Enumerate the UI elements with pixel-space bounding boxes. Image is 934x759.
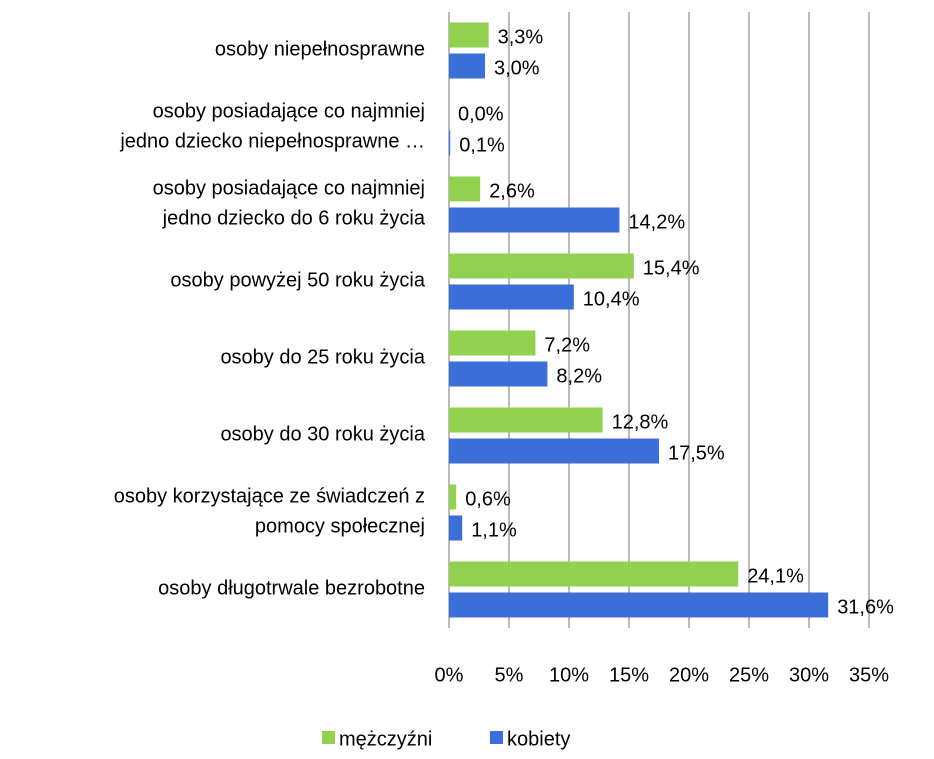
value-label: 15,4%: [643, 257, 700, 279]
value-label: 17,5%: [668, 442, 725, 464]
value-label: 24,1%: [747, 565, 804, 587]
category-line: jedno dziecko do 6 roku życia: [162, 208, 426, 230]
legend-label: mężczyźni: [339, 728, 432, 750]
bar: [449, 592, 829, 618]
bar: [449, 22, 489, 48]
bar: [449, 330, 536, 356]
bar: [449, 53, 485, 79]
bar: [449, 515, 463, 541]
legend-swatch: [322, 731, 335, 744]
x-tick-label: 0%: [435, 664, 464, 686]
bar: [449, 407, 603, 433]
value-label: 10,4%: [583, 288, 640, 310]
value-label: 12,8%: [612, 411, 669, 433]
value-label: 8,2%: [556, 365, 602, 387]
category-label: osoby do 25 roku życia: [220, 347, 425, 369]
value-label: 2,6%: [489, 180, 535, 202]
bar: [449, 130, 451, 156]
value-label: 0,1%: [459, 134, 505, 156]
bar: [449, 361, 548, 387]
x-tick-label: 5%: [495, 664, 524, 686]
bar: [449, 253, 634, 279]
value-label: 31,6%: [837, 596, 894, 618]
category-label: osoby posiadające co najmniej jedno dziec…: [119, 101, 425, 153]
bar: [449, 438, 659, 464]
legend-swatch: [490, 731, 503, 744]
bar: [449, 284, 574, 310]
category-line: pomocy społecznej: [255, 516, 425, 538]
bar: [449, 176, 481, 202]
x-tick-label: 25%: [729, 664, 769, 686]
category-label: osoby do 30 roku życia: [220, 424, 425, 446]
category-line: osoby do 25 roku życia: [220, 347, 425, 369]
value-label: 14,2%: [628, 211, 685, 233]
category-label: osoby posiadające co najmniej jedno dziec…: [153, 178, 426, 230]
bar: [449, 561, 739, 587]
x-tick-label: 20%: [669, 664, 709, 686]
value-label: 0,6%: [465, 488, 511, 510]
x-tick-label: 10%: [549, 664, 589, 686]
bar: [449, 207, 620, 233]
category-line: osoby korzystające ze świadczeń z: [114, 486, 425, 508]
category-line: jedno dziecko niepełnosprawne …: [119, 131, 425, 153]
category-line: osoby do 30 roku życia: [220, 424, 425, 446]
category-line: osoby powyżej 50 roku życia: [170, 270, 425, 292]
category-line: osoby długotrwale bezrobotne: [158, 578, 425, 600]
bar: [449, 484, 457, 510]
category-label: osoby długotrwale bezrobotne: [158, 578, 425, 600]
legend-label: kobiety: [507, 728, 570, 750]
category-label: osoby powyżej 50 roku życia: [170, 270, 425, 292]
category-line: osoby niepełnosprawne: [215, 39, 425, 61]
value-label: 1,1%: [471, 519, 517, 541]
x-tick-label: 35%: [849, 664, 889, 686]
category-label: osoby korzystające ze świadczeń z pomocy …: [114, 486, 425, 538]
category-line: osoby posiadające co najmniej: [153, 178, 425, 200]
value-label: 3,3%: [498, 26, 544, 48]
x-tick-label: 15%: [609, 664, 649, 686]
category-label: osoby niepełnosprawne: [215, 39, 425, 61]
category-line: osoby posiadające co najmniej: [153, 101, 425, 123]
value-label: 7,2%: [544, 334, 590, 356]
value-label: 0,0%: [458, 103, 504, 125]
x-tick-label: 30%: [789, 664, 829, 686]
value-label: 3,0%: [494, 57, 540, 79]
